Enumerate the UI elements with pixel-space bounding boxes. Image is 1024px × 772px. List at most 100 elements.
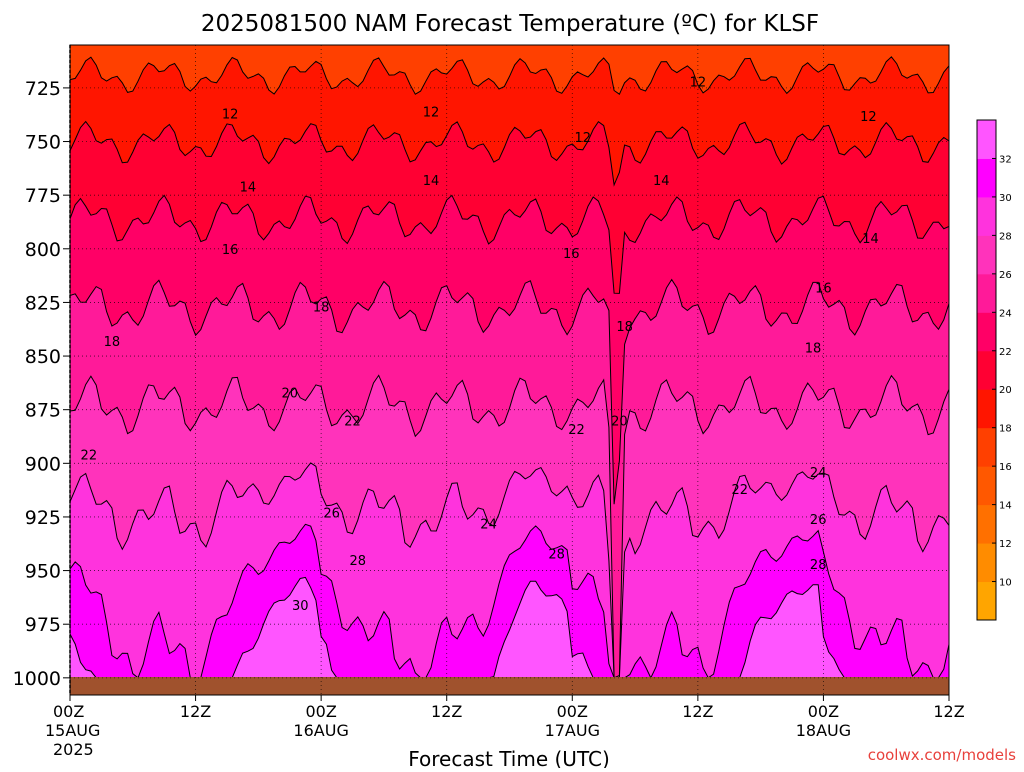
colorbar-label: 16 xyxy=(999,462,1012,473)
colorbar-swatch xyxy=(977,350,996,390)
y-tick-label: 925 xyxy=(25,507,61,529)
isotherm-28 xyxy=(70,462,949,679)
isotherm-contours xyxy=(70,56,949,679)
y-tick-label: 750 xyxy=(25,132,61,154)
chart-title: 2025081500 NAM Forecast Temperature (ºC)… xyxy=(201,11,819,37)
colorbar-swatch xyxy=(977,389,996,429)
contour-label: 16 xyxy=(222,243,239,258)
colorbar-swatch xyxy=(977,504,996,544)
y-tick-label: 900 xyxy=(25,453,61,475)
isotherm-20 xyxy=(70,120,949,187)
contour-label: 28 xyxy=(548,547,565,562)
x-tick-date-label: 15AUG xyxy=(45,721,100,740)
x-tick-label: 00Z xyxy=(53,702,84,721)
contour-label: 20 xyxy=(611,414,628,429)
contour-label: 14 xyxy=(423,174,440,189)
isotherm-26 xyxy=(70,374,949,679)
contour-label: 22 xyxy=(81,449,98,464)
contour-label: 16 xyxy=(563,247,580,262)
contour-label: 14 xyxy=(240,181,257,196)
contour-label: 30 xyxy=(292,599,309,614)
x-tick-date-label: 16AUG xyxy=(293,721,348,740)
y-axis: 725 750 775 800 825 850 875 900 925 950 975 1000 xyxy=(13,78,70,690)
contour-label: 22 xyxy=(344,414,361,429)
colorbar-label: 20 xyxy=(999,385,1012,396)
contour-label: 14 xyxy=(862,232,879,247)
colorbar-swatch xyxy=(977,427,996,467)
x-tick-label: 00Z xyxy=(305,702,336,721)
colorbar-label: 32 xyxy=(999,154,1012,165)
contour-label: 22 xyxy=(731,483,748,498)
y-tick-label: 850 xyxy=(25,346,61,368)
colorbar-label: 18 xyxy=(999,424,1012,435)
colorbar-swatch xyxy=(977,312,996,352)
temperature-band-32 xyxy=(70,577,949,695)
colorbar-label: 28 xyxy=(999,231,1012,242)
contour-label: 12 xyxy=(574,131,591,146)
contour-label: 26 xyxy=(323,507,340,522)
colorbar-swatch xyxy=(977,196,996,236)
x-axis-title: Forecast Time (UTC) xyxy=(408,747,610,768)
contour-label: 22 xyxy=(568,423,585,438)
colorbar-label: 22 xyxy=(999,347,1012,358)
contour-label: 28 xyxy=(349,554,366,569)
credit-text: coolwx.com/models xyxy=(868,746,1016,764)
temperature-bands xyxy=(70,45,949,695)
y-tick-label: 825 xyxy=(25,292,61,314)
y-tick-label: 725 xyxy=(25,78,61,100)
contour-labels: 12 12 12 12 12 14 14 14 14 16 16 16 18 18 18 18 20 20 22 22… xyxy=(81,75,879,613)
plot-area: 12 12 12 12 12 14 14 14 14 16 16 16 18 18 18 18 20 20 22 22… xyxy=(70,45,949,695)
colorbar-swatch xyxy=(977,273,996,313)
grid-lines xyxy=(70,45,949,695)
x-tick-label: 00Z xyxy=(808,702,839,721)
colorbar-label: 30 xyxy=(999,193,1012,204)
colorbar-label: 14 xyxy=(999,501,1012,512)
y-tick-label: 800 xyxy=(25,239,61,261)
x-tick-label: 00Z xyxy=(557,702,588,721)
contour-label: 18 xyxy=(104,335,121,350)
isotherm-30 xyxy=(70,523,949,679)
x-tick-label: 12Z xyxy=(431,702,462,721)
ground-below-surface xyxy=(70,677,949,695)
colorbar-swatch xyxy=(977,581,996,621)
colorbar-label: 12 xyxy=(999,539,1012,550)
x-tick-date-label: 18AUG xyxy=(796,721,851,740)
y-tick-label: 875 xyxy=(25,400,61,422)
colorbar-label: 10 xyxy=(999,578,1012,589)
contour-label: 20 xyxy=(281,387,298,402)
colorbar-border xyxy=(976,119,997,621)
colorbar-swatch xyxy=(977,235,996,275)
colorbar-swatch xyxy=(977,120,996,159)
contour-label: 24 xyxy=(480,517,497,532)
contour-label: 28 xyxy=(810,558,827,573)
contour-label: 18 xyxy=(616,320,633,335)
contour-label: 26 xyxy=(810,513,827,528)
contour-label: 12 xyxy=(690,75,707,90)
colorbar-swatch xyxy=(977,466,996,506)
isotherm-18 xyxy=(70,56,949,95)
colorbar-swatch xyxy=(977,543,996,583)
y-tick-label: 975 xyxy=(25,614,61,636)
x-tick-label: 12Z xyxy=(933,702,964,721)
contour-label: 24 xyxy=(810,466,827,481)
contour-label: 12 xyxy=(423,106,440,121)
contour-label: 14 xyxy=(653,174,670,189)
x-tick-label: 12Z xyxy=(180,702,211,721)
x-tick-year-label: 2025 xyxy=(53,740,94,759)
contour-label: 18 xyxy=(805,341,822,356)
y-tick-label: 775 xyxy=(25,185,61,207)
x-tick-label: 12Z xyxy=(682,702,713,721)
y-tick-label: 950 xyxy=(25,561,61,583)
contour-label: 16 xyxy=(815,281,832,296)
colorbar-swatch xyxy=(977,158,996,198)
colorbar-label: 26 xyxy=(999,270,1012,281)
isotherm-22 xyxy=(70,194,949,294)
contour-label: 12 xyxy=(222,108,239,123)
contour-label: 12 xyxy=(860,110,877,125)
isotherm-24 xyxy=(70,278,949,505)
colorbar: 10 12 14 16 18 20 22 24 26 28 30 32 xyxy=(976,119,1012,621)
y-tick-label: 1000 xyxy=(13,668,61,690)
